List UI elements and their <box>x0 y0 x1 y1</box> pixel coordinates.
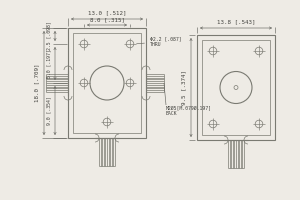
Text: M2Ø5[M.079Ø.197]
BACK: M2Ø5[M.079Ø.197] BACK <box>166 105 212 116</box>
Text: 18.0 [.709]: 18.0 [.709] <box>34 64 39 102</box>
Bar <box>197 35 275 140</box>
Text: 13.8 [.543]: 13.8 [.543] <box>217 19 255 24</box>
Bar <box>202 40 270 135</box>
Text: 9.0 [.354]: 9.0 [.354] <box>46 96 51 125</box>
Text: 5.0 [.197]: 5.0 [.197] <box>46 49 51 78</box>
Text: 9.5 [.374]: 9.5 [.374] <box>181 70 186 105</box>
Text: 2.5 [.098]: 2.5 [.098] <box>46 22 51 50</box>
Text: 13.0 [.512]: 13.0 [.512] <box>88 10 126 15</box>
Bar <box>68 28 146 138</box>
Text: Φ2.2 [.087]
THRU: Φ2.2 [.087] THRU <box>136 36 182 47</box>
Bar <box>73 33 141 133</box>
Text: 8.0 [.315]: 8.0 [.315] <box>89 17 124 22</box>
